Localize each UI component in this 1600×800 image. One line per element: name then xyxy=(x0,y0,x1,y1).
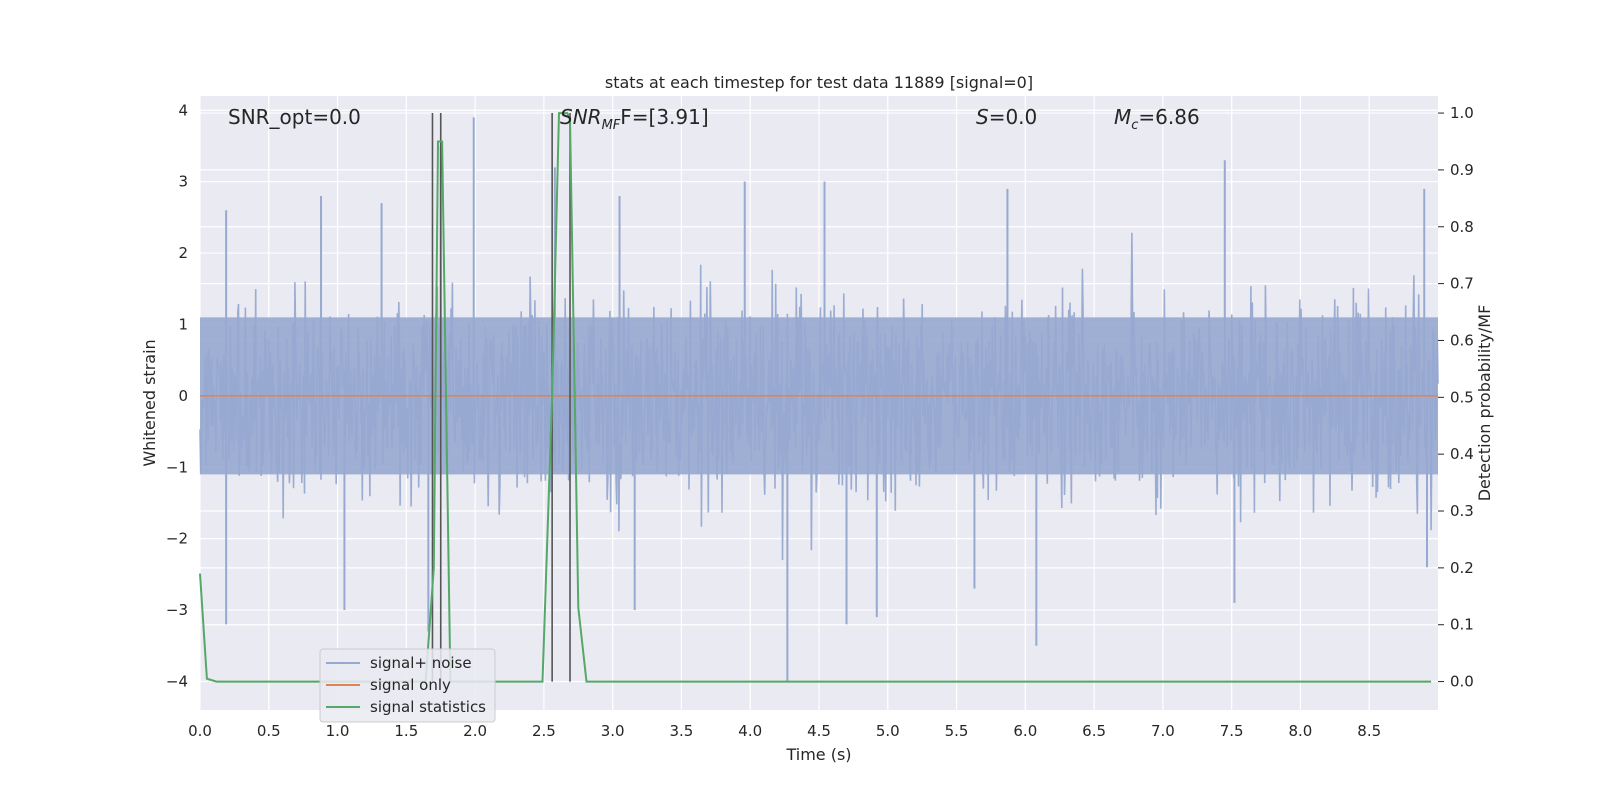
y-left-tick-label: 2 xyxy=(178,244,188,262)
y-right-tick-label: 0.7 xyxy=(1450,275,1474,293)
x-axis-ticks: 0.0 0.5 1.0 1.5 2.0 2.5 3.0 3.5 4.0 4.5 5.0 5.5 6.0 6… xyxy=(188,722,1381,740)
x-tick-label: 8.0 xyxy=(1289,722,1313,740)
x-tick-label: 4.5 xyxy=(807,722,831,740)
annotation-snr-mf: SNRMFF=[3.91] xyxy=(560,105,709,133)
y-axis-right-ticks: 0.0 0.1 0.2 0.3 0.4 0.5 0.6 0.7 0.8 0.9 1.0 xyxy=(1438,104,1474,691)
x-tick-label: 3.5 xyxy=(670,722,694,740)
x-tick-label: 0.5 xyxy=(257,722,281,740)
y-axis-right-label: Detection probability/MF xyxy=(1475,305,1494,502)
annotation-snr-opt: SNR_opt=0.0 xyxy=(228,105,361,129)
y-axis-left-label: Whitened strain xyxy=(140,339,159,466)
legend-label-signal-only: signal only xyxy=(370,676,451,694)
legend-label-signal-noise: signal+ noise xyxy=(370,654,472,672)
y-left-tick-label: −2 xyxy=(166,530,188,548)
y-axis-left-ticks: −4 −3 −2 −1 0 1 2 3 4 xyxy=(166,101,188,690)
y-right-tick-label: 1.0 xyxy=(1450,104,1474,122)
x-tick-label: 3.0 xyxy=(601,722,625,740)
y-right-tick-label: 0.6 xyxy=(1450,331,1474,349)
y-left-tick-label: 1 xyxy=(178,315,188,333)
x-tick-label: 7.0 xyxy=(1151,722,1175,740)
legend-label-signal-statistics: signal statistics xyxy=(370,698,486,716)
y-right-tick-label: 0.4 xyxy=(1450,445,1474,463)
x-tick-label: 8.5 xyxy=(1357,722,1381,740)
y-left-tick-label: 4 xyxy=(178,101,188,119)
x-tick-label: 2.5 xyxy=(532,722,556,740)
x-axis-label: Time (s) xyxy=(785,745,851,764)
y-right-tick-label: 0.0 xyxy=(1450,673,1474,691)
y-right-tick-label: 0.1 xyxy=(1450,616,1474,634)
annotation-mc: Mc=6.86 xyxy=(1114,105,1200,133)
x-tick-label: 1.5 xyxy=(394,722,418,740)
y-left-tick-label: 0 xyxy=(178,387,188,405)
x-tick-label: 6.0 xyxy=(1013,722,1037,740)
x-tick-label: 6.5 xyxy=(1082,722,1106,740)
legend-box xyxy=(319,648,496,723)
y-left-tick-label: −3 xyxy=(166,601,188,619)
y-left-tick-label: −1 xyxy=(166,458,188,476)
y-left-tick-label: 3 xyxy=(178,173,188,191)
y-right-tick-label: 0.5 xyxy=(1450,388,1474,406)
x-tick-label: 4.0 xyxy=(738,722,762,740)
x-tick-label: 1.0 xyxy=(326,722,350,740)
annotation-s: S=0.0 xyxy=(976,105,1037,129)
legend: signal+ noise signal only signal statist… xyxy=(319,648,496,723)
y-left-tick-label: −4 xyxy=(166,672,188,690)
chart-title: stats at each timestep for test data 118… xyxy=(605,73,1033,92)
y-right-tick-label: 0.2 xyxy=(1450,559,1474,577)
x-tick-label: 0.0 xyxy=(188,722,212,740)
x-tick-label: 7.5 xyxy=(1220,722,1244,740)
x-tick-label: 2.0 xyxy=(463,722,487,740)
y-right-tick-label: 0.9 xyxy=(1450,161,1474,179)
x-tick-label: 5.5 xyxy=(945,722,969,740)
y-right-tick-label: 0.3 xyxy=(1450,502,1474,520)
x-tick-label: 5.0 xyxy=(876,722,900,740)
y-right-tick-label: 0.8 xyxy=(1450,218,1474,236)
